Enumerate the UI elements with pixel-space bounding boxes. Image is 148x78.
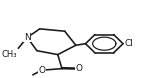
Text: O: O [76,64,83,73]
Text: CH₃: CH₃ [1,50,17,58]
Text: O: O [38,66,45,75]
Text: Cl: Cl [125,39,133,48]
Text: N: N [24,33,31,42]
